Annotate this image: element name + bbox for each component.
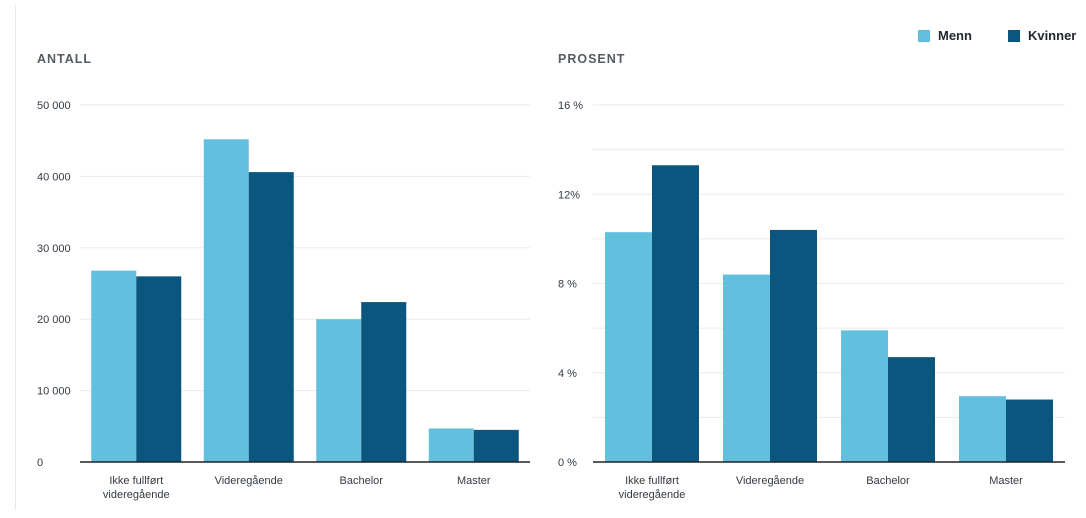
prosent-y-tick-label: 4 % [558, 368, 577, 380]
prosent-bar-menn-2 [841, 330, 888, 462]
prosent-bar-menn-3 [959, 396, 1006, 462]
prosent-bar-kvinner-1 [770, 230, 817, 462]
prosent-category-label: Ikke fullført [625, 475, 679, 487]
prosent-category-label: Bachelor [866, 475, 910, 487]
prosent-bar-menn-1 [723, 275, 770, 462]
prosent-y-tick-label: 16 % [558, 100, 583, 112]
prosent-category-label: videregående [619, 489, 686, 501]
prosent-bar-kvinner-2 [888, 357, 935, 462]
prosent-bar-menn-0 [605, 232, 652, 462]
prosent-category-label: Master [989, 475, 1023, 487]
prosent-category-label: Videregående [736, 475, 804, 487]
prosent-bar-kvinner-0 [652, 165, 699, 462]
prosent-y-tick-label: 8 % [558, 279, 577, 291]
prosent-y-tick-label: 0 % [558, 457, 577, 469]
prosent-bar-kvinner-3 [1006, 400, 1053, 462]
prosent-y-tick-label: 12% [558, 189, 580, 201]
